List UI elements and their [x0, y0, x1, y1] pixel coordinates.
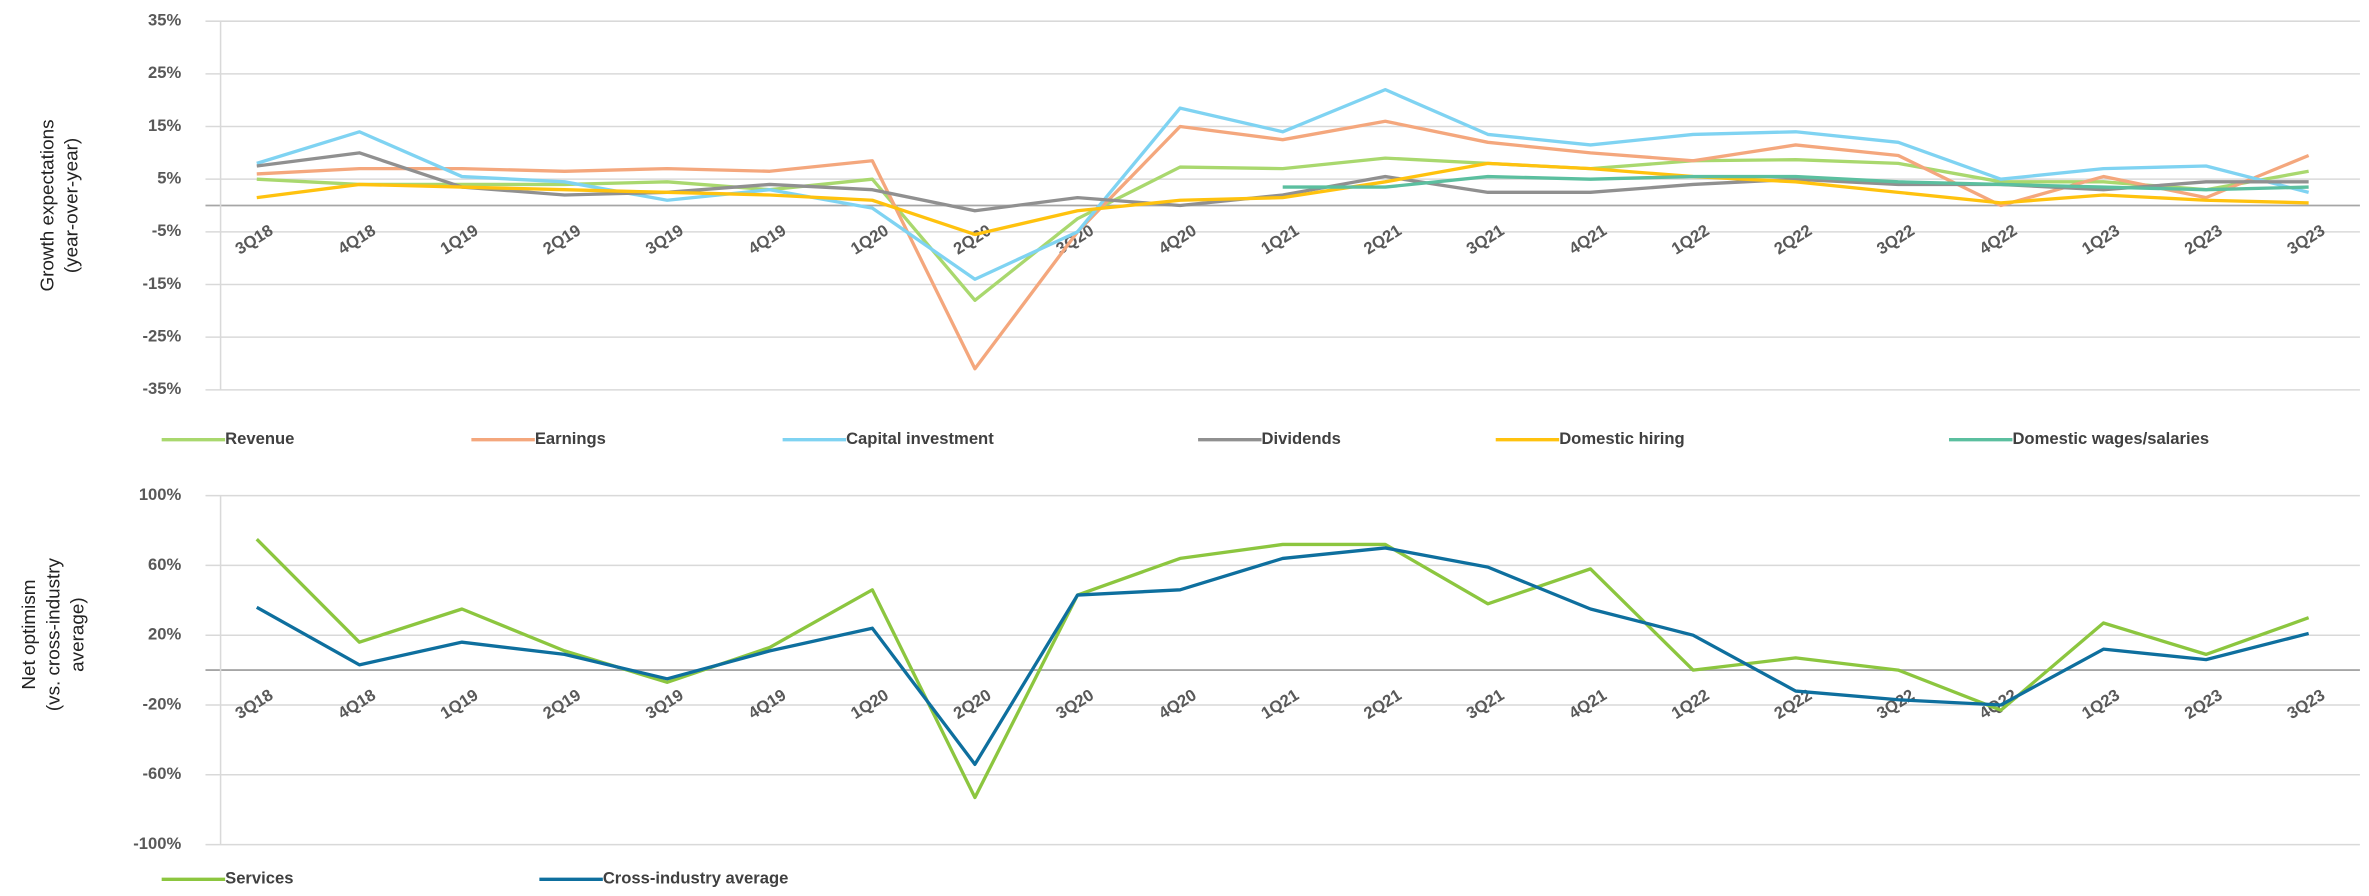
x-tick-label: 1Q23: [2078, 221, 2123, 259]
y-axis-title: Growth expectations (year-over-year): [37, 119, 82, 291]
series-line: [255, 546, 2310, 766]
x-tick-label: 3Q21: [1463, 221, 1508, 259]
x-tick-label: 1Q21: [1258, 685, 1303, 723]
x-tick-label: 3Q23: [2284, 685, 2329, 723]
x-tick-label: 4Q20: [1155, 221, 1200, 259]
series-line: [256, 156, 2309, 302]
y-tick-label: -25%: [143, 327, 182, 346]
y-tick-label: 60%: [148, 555, 181, 574]
legend-label: Domestic wages/salaries: [2012, 429, 2209, 448]
x-tick-label: 4Q21: [1566, 221, 1611, 259]
y-tick-label: -20%: [143, 694, 182, 713]
x-tick-label: 4Q19: [745, 685, 790, 723]
x-tick-label: 1Q20: [847, 221, 892, 259]
y-tick-label: -60%: [143, 764, 182, 783]
x-tick-label: 3Q18: [232, 221, 277, 259]
x-tick-label: 2Q19: [540, 221, 585, 259]
y-tick-label: 25%: [148, 63, 181, 82]
x-tick-label: 1Q19: [437, 221, 482, 259]
x-tick-label: 2Q21: [1360, 221, 1405, 259]
x-tick-label: 3Q19: [642, 221, 687, 259]
y-tick-label: 100%: [139, 485, 182, 504]
y-axis-title-line: Net optimism: [19, 580, 40, 690]
y-axis-title-line: (year-over-year): [62, 138, 83, 273]
series-line: [256, 161, 2309, 237]
legend-label: Capital investment: [846, 429, 994, 448]
x-tick-label: 2Q20: [950, 685, 995, 723]
x-tick-label: 4Q21: [1566, 685, 1611, 723]
y-tick-label: -5%: [152, 221, 182, 240]
y-axis-title-line: average): [68, 597, 89, 671]
y-tick-label: -15%: [143, 274, 182, 293]
x-tick-label: 2Q21: [1360, 685, 1405, 723]
series-line: [1282, 174, 2309, 192]
x-tick-label: 4Q22: [1976, 221, 2021, 259]
x-tick-label: 4Q20: [1155, 685, 1200, 723]
y-tick-label: 35%: [148, 11, 181, 30]
x-tick-label: 1Q22: [1668, 221, 1713, 259]
y-tick-label: -100%: [133, 834, 181, 853]
x-tick-label: 4Q19: [745, 221, 790, 259]
legend-label: Services: [225, 869, 293, 888]
y-tick-label: 20%: [148, 625, 181, 644]
series-line: [256, 119, 2310, 371]
x-tick-label: 1Q21: [1258, 221, 1303, 259]
x-tick-label: 4Q18: [334, 221, 379, 259]
y-tick-label: 5%: [157, 169, 181, 188]
x-tick-label: 1Q19: [437, 685, 482, 723]
x-tick-label: 3Q18: [232, 685, 277, 723]
legend-label: Cross-industry average: [603, 869, 789, 888]
legend-label: Earnings: [535, 429, 606, 448]
x-tick-label: 3Q19: [642, 685, 687, 723]
x-tick-label: 3Q23: [2284, 221, 2329, 259]
x-tick-label: 3Q20: [1053, 685, 1098, 723]
y-axis-title-line: (vs. cross-industry: [43, 557, 64, 711]
y-axis-title: Net optimism (vs. cross-industry average): [19, 557, 88, 711]
x-tick-label: 3Q22: [1873, 685, 1918, 723]
x-tick-label: 2Q20: [950, 221, 995, 259]
x-tick-label: 1Q20: [847, 685, 892, 723]
legend-label: Domestic hiring: [1559, 429, 1685, 448]
legend-label: Revenue: [225, 429, 294, 448]
legend-label: Dividends: [1262, 429, 1341, 448]
x-tick-label: 1Q23: [2078, 685, 2123, 723]
y-tick-label: -35%: [143, 379, 182, 398]
y-tick-label: 15%: [148, 116, 181, 135]
x-tick-label: 3Q22: [1873, 221, 1918, 259]
x-tick-label: 4Q18: [334, 685, 379, 723]
y-axis-title-line: Growth expectations: [37, 119, 58, 291]
series-line: [256, 87, 2310, 281]
x-tick-label: 2Q23: [2181, 221, 2226, 259]
x-tick-label: 3Q21: [1463, 685, 1508, 723]
x-tick-label: 2Q23: [2181, 685, 2226, 723]
x-tick-label: 1Q22: [1668, 685, 1713, 723]
x-tick-label: 2Q19: [540, 685, 585, 723]
x-tick-label: 2Q22: [1771, 221, 1816, 259]
series-line: [255, 538, 2310, 800]
